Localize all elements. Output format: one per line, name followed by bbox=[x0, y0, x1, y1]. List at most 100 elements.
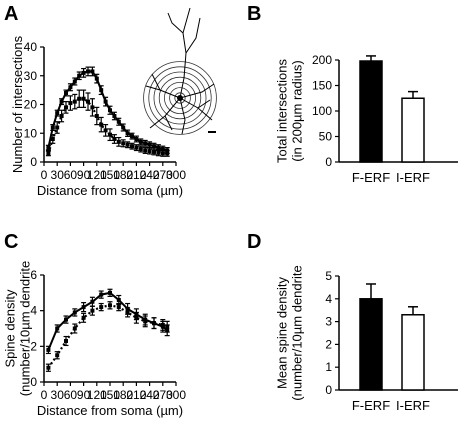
data-point bbox=[138, 147, 143, 152]
x-tick-label: 210 bbox=[126, 388, 146, 402]
data-point bbox=[156, 150, 161, 155]
data-point bbox=[94, 114, 99, 118]
data-point bbox=[130, 144, 134, 149]
panel-letter-a: A bbox=[4, 3, 18, 25]
category-label: F-ERF bbox=[352, 170, 390, 185]
data-point bbox=[46, 365, 51, 370]
data-point bbox=[108, 108, 112, 113]
data-point bbox=[121, 141, 126, 146]
data-point bbox=[90, 69, 95, 74]
x-tick-label: 150 bbox=[100, 168, 120, 182]
y-tick-label: 4 bbox=[30, 304, 37, 318]
data-point bbox=[64, 91, 68, 95]
category-label: I-ERF bbox=[396, 398, 430, 413]
y-tick-label: 2 bbox=[325, 337, 332, 351]
data-point bbox=[160, 151, 165, 156]
data-point bbox=[46, 347, 51, 352]
data-point bbox=[72, 99, 77, 104]
data-point bbox=[99, 122, 104, 127]
y-axis-label: Mean spine density(number/10µm dendrite bbox=[275, 265, 305, 400]
data-point bbox=[125, 131, 130, 136]
category-label: I-ERF bbox=[396, 170, 430, 185]
panel-d-chart: 0 1 2 3 4 5 Mean spine density(number/10µm den… bbox=[275, 265, 458, 413]
data-point bbox=[143, 141, 148, 146]
data-point bbox=[103, 128, 108, 133]
dendrite-branch bbox=[164, 115, 173, 131]
data-point bbox=[134, 145, 139, 150]
data-point bbox=[77, 96, 82, 101]
panel-letter-b: B bbox=[247, 3, 261, 25]
data-point bbox=[116, 305, 121, 310]
y-tick-label: 150 bbox=[312, 79, 332, 93]
data-point bbox=[152, 321, 156, 326]
x-tick-label: 30 bbox=[51, 388, 65, 402]
data-point bbox=[152, 144, 156, 149]
data-point bbox=[160, 322, 165, 327]
data-point bbox=[116, 119, 121, 124]
panel-letter-c: C bbox=[4, 231, 18, 253]
y-axis-label: Total intersections(in 200µm radius) bbox=[275, 58, 305, 163]
data-point bbox=[143, 148, 148, 153]
data-point bbox=[116, 139, 121, 144]
y-tick-label: 10 bbox=[24, 126, 38, 140]
data-point bbox=[147, 149, 152, 154]
data-point bbox=[108, 132, 112, 137]
data-point bbox=[99, 292, 104, 297]
data-point bbox=[99, 305, 104, 310]
data-point bbox=[160, 147, 165, 152]
data-point bbox=[112, 137, 117, 141]
sholl-ring bbox=[153, 71, 207, 125]
y-tick-label: 50 bbox=[319, 130, 333, 144]
sholl-ring bbox=[169, 87, 191, 109]
data-point bbox=[81, 315, 86, 320]
data-point bbox=[72, 326, 77, 331]
data-point bbox=[68, 85, 73, 90]
x-tick-label: 90 bbox=[77, 388, 91, 402]
data-point bbox=[103, 99, 108, 104]
data-point bbox=[81, 96, 86, 101]
data-point bbox=[68, 101, 73, 106]
data-point bbox=[156, 145, 161, 150]
data-point bbox=[86, 99, 90, 104]
x-tick-label: 0 bbox=[41, 388, 48, 402]
data-point bbox=[90, 299, 95, 304]
x-tick-label: 150 bbox=[100, 388, 120, 402]
x-tick-label: 300 bbox=[166, 388, 186, 402]
data-point bbox=[46, 151, 51, 156]
y-tick-label: 0 bbox=[325, 155, 332, 169]
y-axis-label: Number of intersections bbox=[10, 35, 25, 173]
x-tick-label: 90 bbox=[77, 168, 91, 182]
sholl-ring bbox=[174, 92, 186, 104]
y-tick-label: 3 bbox=[325, 315, 332, 329]
data-point bbox=[134, 137, 139, 141]
x-tick-label: 0 bbox=[41, 168, 48, 182]
x-tick-label: 120 bbox=[87, 388, 107, 402]
data-point bbox=[59, 114, 64, 118]
bar bbox=[401, 314, 425, 391]
data-point bbox=[81, 305, 86, 310]
sholl-ring bbox=[158, 76, 202, 120]
data-point bbox=[64, 338, 68, 343]
x-axis-label: Distance from soma (µm) bbox=[37, 183, 183, 198]
x-tick-label: 60 bbox=[64, 168, 78, 182]
sholl-ring bbox=[163, 82, 196, 115]
data-point bbox=[130, 134, 134, 139]
data-point bbox=[55, 125, 60, 130]
data-point bbox=[108, 290, 112, 295]
dendrite-branch bbox=[179, 83, 215, 99]
x-tick-label: 60 bbox=[64, 388, 78, 402]
x-axis-label: Distance from soma (µm) bbox=[37, 403, 183, 418]
x-tick-label: 120 bbox=[87, 168, 107, 182]
data-point bbox=[165, 324, 170, 329]
x-tick-label: 240 bbox=[140, 388, 160, 402]
neuron-sholl-rings-icon bbox=[143, 7, 217, 135]
data-point bbox=[77, 73, 82, 78]
x-tick-label: 270 bbox=[153, 388, 173, 402]
data-point bbox=[46, 145, 51, 150]
y-tick-label: 40 bbox=[24, 40, 38, 54]
data-point bbox=[112, 114, 117, 118]
data-point bbox=[86, 69, 90, 74]
data-point bbox=[55, 326, 60, 331]
data-point bbox=[55, 111, 60, 116]
